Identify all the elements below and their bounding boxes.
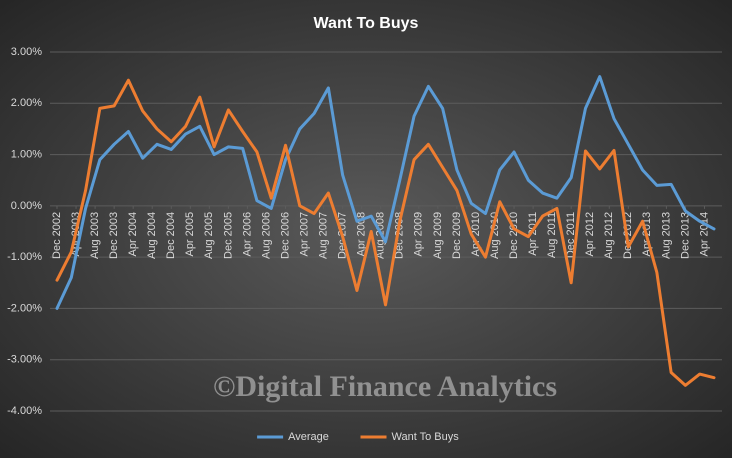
- x-tick-label: Apr 2006: [241, 212, 253, 257]
- x-tick-label: Aug 2006: [260, 212, 272, 259]
- x-tick-label: Apr 2011: [527, 212, 539, 256]
- y-tick-label: 0.00%: [11, 200, 42, 212]
- x-tick-label: Aug 2005: [203, 212, 215, 259]
- legend-label: Want To Buys: [392, 431, 460, 443]
- x-tick-label: Dec 2013: [679, 212, 691, 259]
- x-tick-label: Dec 2009: [451, 212, 463, 259]
- y-tick-label: -2.00%: [7, 302, 42, 314]
- x-tick-label: Aug 2012: [603, 212, 615, 259]
- y-tick-label: -1.00%: [7, 251, 42, 263]
- x-tick-label: Apr 2005: [184, 212, 196, 257]
- x-tick-label: Apr 2008: [356, 212, 368, 257]
- x-tick-label: Aug 2009: [432, 212, 444, 259]
- series-line: [55, 78, 716, 387]
- legend-label: Average: [288, 431, 329, 443]
- chart-title: Want To Buys: [314, 15, 419, 32]
- x-tick-label: Dec 2005: [222, 212, 234, 259]
- y-tick-label: 2.00%: [11, 97, 42, 109]
- x-tick-label: Dec 2003: [108, 212, 120, 259]
- x-tick-label: Dec 2002: [51, 212, 63, 259]
- x-tick-label: Apr 2014: [698, 212, 710, 257]
- x-tick-label: Apr 2009: [413, 212, 425, 257]
- x-tick-label: Aug 2003: [89, 212, 101, 259]
- x-tick-label: Apr 2007: [298, 212, 310, 257]
- x-tick-label: Aug 2010: [489, 212, 501, 259]
- x-tick-label: Aug 2013: [660, 212, 672, 259]
- y-tick-label: 1.00%: [11, 148, 42, 160]
- x-tick-label: Aug 2011: [546, 212, 558, 258]
- x-tick-label: Dec 2004: [165, 212, 177, 259]
- watermark: ©Digital Finance Analytics: [213, 370, 557, 403]
- y-tick-label: -4.00%: [7, 405, 42, 417]
- x-tick-label: Dec 2006: [279, 212, 291, 259]
- x-tick-label: Aug 2007: [318, 212, 330, 259]
- x-tick-label: Aug 2004: [146, 212, 158, 259]
- x-tick-label: Apr 2004: [127, 212, 139, 257]
- series-line: [55, 75, 716, 310]
- y-tick-label: -3.00%: [7, 354, 42, 366]
- y-tick-label: 3.00%: [11, 46, 42, 58]
- x-tick-label: Apr 2012: [584, 212, 596, 257]
